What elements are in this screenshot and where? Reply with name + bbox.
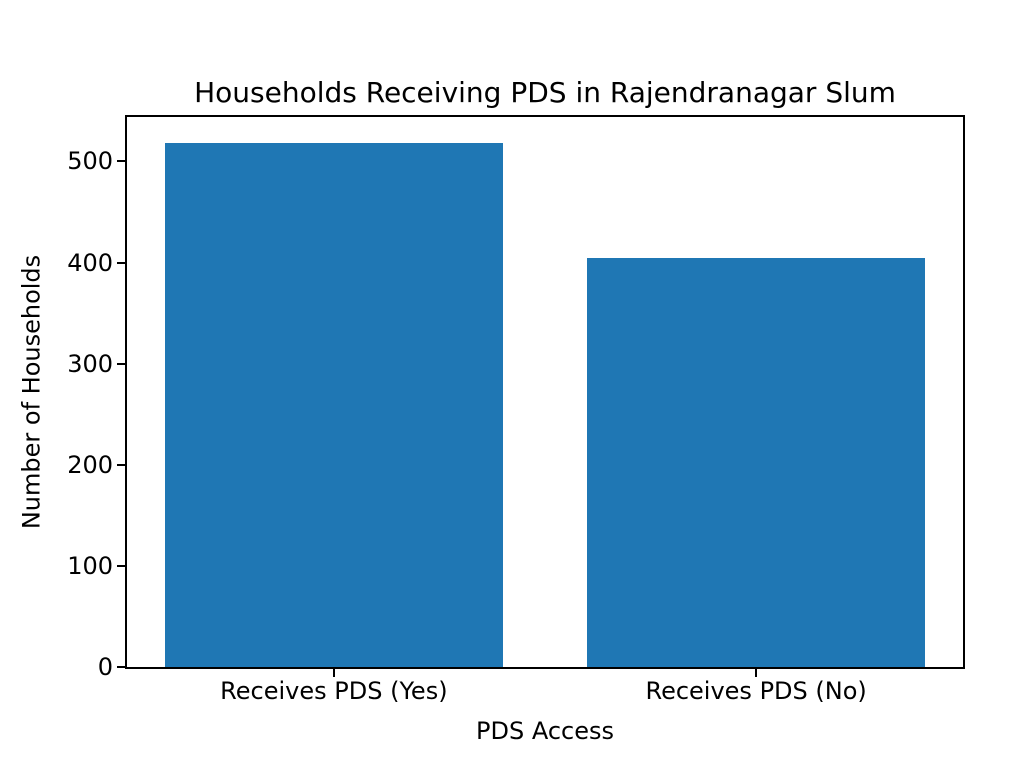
- x-tick-label: Receives PDS (No): [645, 677, 867, 705]
- y-tick-label: 0: [97, 653, 113, 681]
- plot-area: 0 100 200 300 400 500 Receives PDS (Yes) Receiv…: [67, 115, 965, 705]
- y-tick-mark: [117, 564, 125, 567]
- y-tick-label: 400: [67, 248, 113, 277]
- y-tick-mark: [117, 160, 125, 163]
- y-tick-mark: [117, 362, 125, 365]
- y-tick-label: 500: [67, 147, 113, 176]
- y-tick-mark: [117, 261, 125, 264]
- bar-0: [165, 143, 503, 667]
- x-tick-mark: [332, 669, 335, 677]
- x-tick-label: Receives PDS (Yes): [220, 677, 448, 705]
- y-axis-label: Number of Households: [17, 254, 46, 530]
- bar-1: [587, 257, 925, 667]
- y-tick-label: 100: [67, 551, 113, 580]
- y-tick-label: 200: [67, 450, 113, 479]
- y-tick-label: 300: [67, 349, 113, 378]
- chart-title: Households Receiving PDS in Rajendranaga…: [194, 76, 896, 109]
- x-tick-mark: [755, 669, 758, 677]
- y-tick-mark: [117, 463, 125, 466]
- y-tick-mark: [117, 666, 125, 668]
- x-axis-label: PDS Access: [476, 717, 614, 745]
